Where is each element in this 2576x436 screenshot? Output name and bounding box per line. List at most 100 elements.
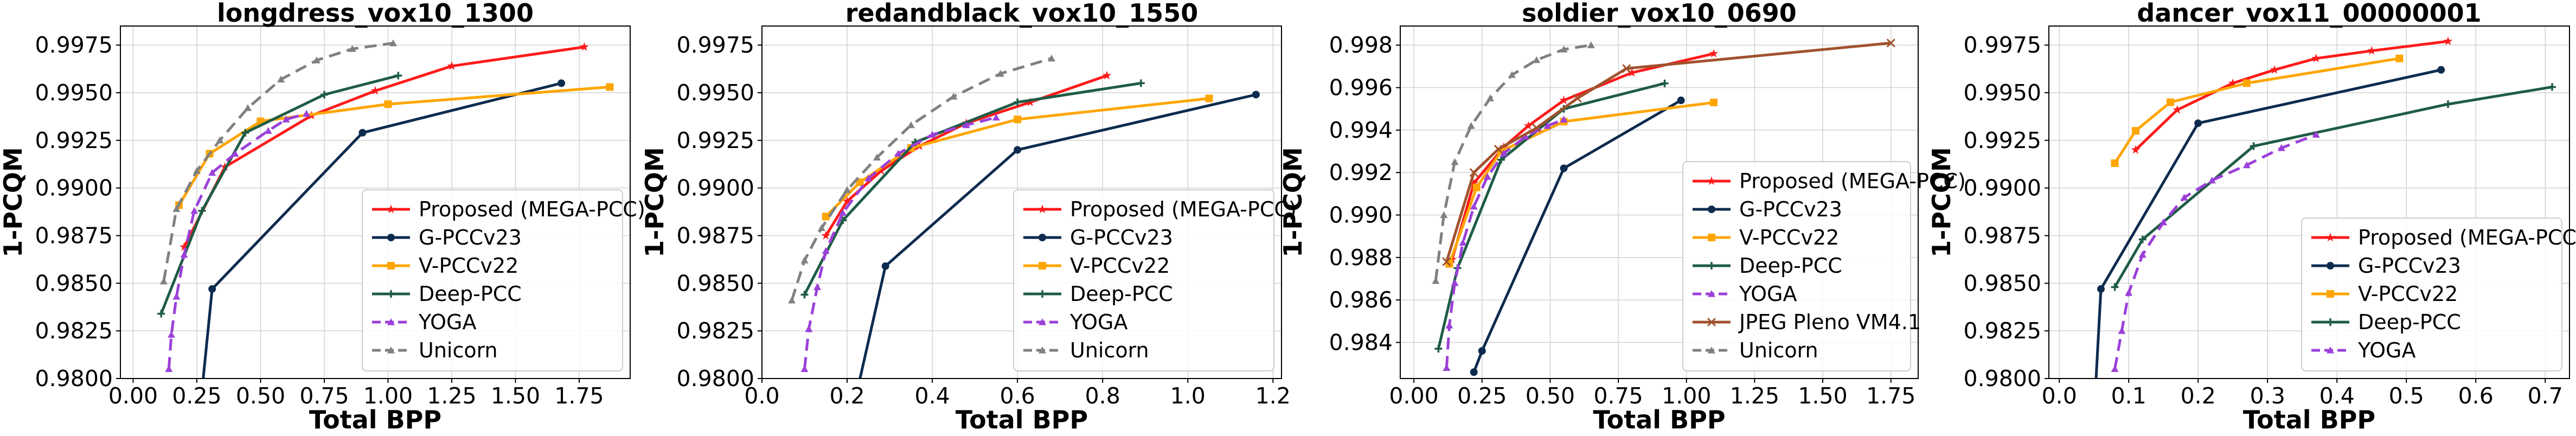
y-tick-label: 0.990 xyxy=(1329,202,1393,228)
data-point xyxy=(800,291,809,299)
data-point xyxy=(190,207,198,214)
data-point xyxy=(1047,54,1055,62)
x-tick-label: 0.00 xyxy=(108,383,158,409)
x-tick-label: 1.50 xyxy=(1798,383,1847,409)
legend-label: G-PCCv23 xyxy=(419,226,522,249)
data-point xyxy=(1497,156,1505,164)
legend-label: V-PCCv22 xyxy=(1070,254,1170,278)
y-tick-label: 0.988 xyxy=(1329,245,1393,271)
data-point xyxy=(384,100,392,108)
legend-frame xyxy=(362,189,623,371)
data-point xyxy=(822,213,830,221)
data-point xyxy=(208,169,216,176)
data-point xyxy=(856,178,864,187)
x-tick-label: 0.75 xyxy=(1593,383,1643,409)
legend-label: Unicorn xyxy=(1739,338,1818,362)
data-point xyxy=(321,91,328,99)
legend-label: G-PCCv23 xyxy=(2358,254,2461,278)
data-point xyxy=(580,42,589,51)
data-point xyxy=(907,121,915,129)
y-tick-label: 0.9950 xyxy=(1964,80,2041,106)
data-point xyxy=(277,75,285,82)
legend-label: Proposed (MEGA-PCC) xyxy=(1070,197,1297,221)
x-tick-label: 1.25 xyxy=(427,383,476,409)
data-point xyxy=(1532,123,1541,133)
series-line xyxy=(202,81,562,379)
data-point xyxy=(1039,234,1046,241)
data-point xyxy=(348,45,356,52)
legend-label: G-PCCv23 xyxy=(1739,197,1842,221)
x-tick-label: 0.75 xyxy=(299,383,349,409)
x-tick-label: 1.75 xyxy=(1866,383,1915,409)
data-point xyxy=(2138,235,2146,243)
x-axis-label: Total BPP xyxy=(1593,405,1725,434)
data-point xyxy=(264,127,272,134)
legend-label: Deep-PCC xyxy=(1070,282,1173,306)
x-tick-label: 0.25 xyxy=(1457,383,1507,409)
data-point xyxy=(813,283,822,290)
data-point xyxy=(1886,39,1895,48)
legend-label: Deep-PCC xyxy=(419,282,522,306)
y-tick-label: 0.9950 xyxy=(677,80,754,106)
data-point xyxy=(606,83,614,91)
data-point xyxy=(2327,347,2334,354)
series-area xyxy=(1432,39,1895,376)
data-point xyxy=(843,186,851,193)
data-point xyxy=(1102,70,1112,80)
chart-panel: 0.0 0.2 0.4 0.6 0.8 1.0 1.2 0.9800 0.9825 0.9850 0… xyxy=(640,0,1297,434)
legend-frame xyxy=(2301,217,2562,371)
y-tick-label: 0.9975 xyxy=(1964,32,2041,58)
data-point xyxy=(1508,71,1516,78)
y-tick-label: 0.9900 xyxy=(1964,175,2041,201)
data-point xyxy=(394,72,402,80)
data-point xyxy=(2160,218,2168,226)
series-line xyxy=(1434,43,1592,281)
data-point xyxy=(2125,288,2133,296)
x-tick-label: 0.1 xyxy=(2111,383,2146,409)
data-point xyxy=(1707,317,1716,327)
x-tick-label: 1.50 xyxy=(491,383,540,409)
y-tick-label: 0.9875 xyxy=(1964,222,2041,248)
y-tick-label: 0.998 xyxy=(1329,32,1393,58)
y-tick-label: 0.9950 xyxy=(35,80,113,106)
data-point xyxy=(2228,78,2238,87)
legend-label: V-PCCv22 xyxy=(2358,282,2458,306)
data-point xyxy=(2327,262,2334,270)
axes-frame xyxy=(761,25,1282,379)
axes-frame xyxy=(1400,25,1919,379)
x-tick-label: 0.25 xyxy=(172,383,221,409)
data-point xyxy=(1708,290,1715,297)
data-point xyxy=(1469,168,1478,177)
series-line xyxy=(162,42,394,282)
y-tick-label: 0.9900 xyxy=(677,175,754,201)
legend-label: Deep-PCC xyxy=(2358,310,2461,334)
data-point xyxy=(2437,66,2445,74)
data-point xyxy=(1467,122,1475,129)
data-point xyxy=(1627,68,1637,77)
data-point xyxy=(1440,211,1448,219)
data-point xyxy=(2132,127,2139,135)
data-point xyxy=(2250,142,2258,150)
data-point xyxy=(1442,257,1451,266)
data-point xyxy=(282,116,290,123)
data-point xyxy=(208,285,216,293)
x-tick-label: 1.75 xyxy=(554,383,604,409)
data-point xyxy=(1472,183,1481,191)
x-tick-label: 0.50 xyxy=(236,383,285,409)
legend-label: V-PCCv22 xyxy=(1739,226,1839,249)
data-point xyxy=(2327,318,2334,326)
data-point xyxy=(198,207,206,215)
data-point xyxy=(1459,239,1467,246)
data-point xyxy=(220,162,229,171)
data-point xyxy=(303,110,311,117)
data-point xyxy=(2111,283,2119,291)
data-point xyxy=(2090,413,2098,420)
data-point xyxy=(996,69,1004,77)
data-point xyxy=(1039,262,1046,270)
data-point xyxy=(2311,54,2321,62)
data-point xyxy=(2367,46,2376,55)
x-axis-label: Total BPP xyxy=(2243,405,2375,434)
data-point xyxy=(1470,202,1478,210)
data-point xyxy=(2111,159,2119,167)
data-point xyxy=(1707,176,1716,185)
